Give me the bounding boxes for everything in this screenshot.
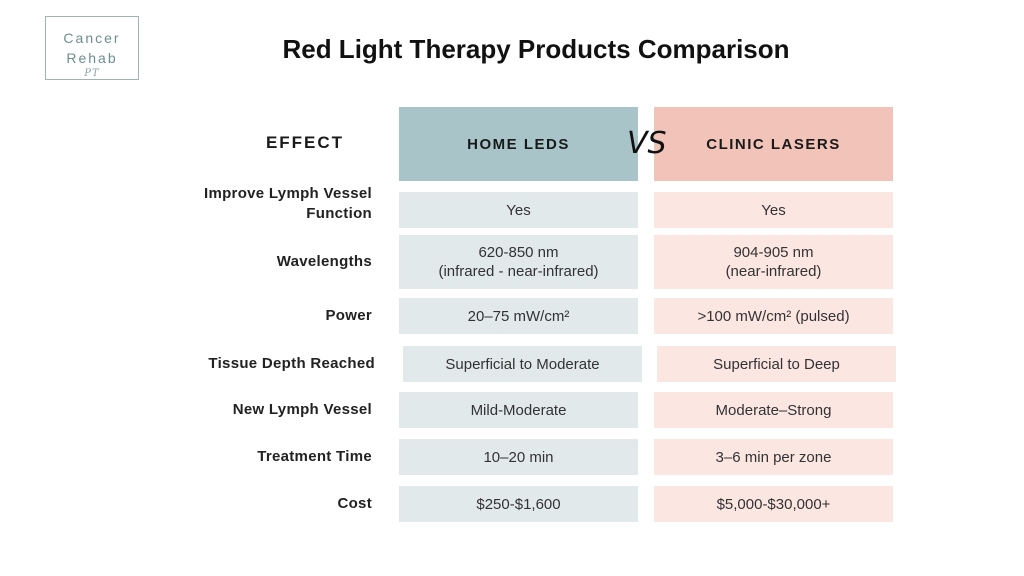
cell-clinic-wavelengths-line2: (near-infrared)	[725, 263, 822, 280]
cell-home-cost: $250-$1,600	[399, 486, 638, 522]
row-label-wavelengths: Wavelengths	[276, 253, 372, 270]
header-effect: EFFECT	[265, 133, 345, 152]
header-clinic-lasers: CLINIC LASERS	[654, 107, 893, 181]
logo-line-1: Cancer	[63, 30, 121, 46]
cell-home-lymph-function: Yes	[399, 192, 638, 228]
row-label-lymph-function: Improve Lymph Vessel Function	[152, 181, 372, 227]
cell-clinic-power: >100 mW/cm² (pulsed)	[654, 298, 893, 334]
logo-line-2: Rehab	[66, 50, 118, 66]
cell-clinic-cost: $5,000-$30,000+	[654, 486, 893, 522]
cell-clinic-wavelengths: 904-905 nm (near-infrared)	[654, 235, 893, 289]
cell-home-wavelengths: 620-850 nm (infrared - near-infrared)	[399, 235, 638, 289]
cell-home-treatment-time: 10–20 min	[399, 439, 638, 475]
row-label-treatment-time: Treatment Time	[257, 448, 372, 465]
logo-signature: PT	[84, 68, 100, 79]
cell-clinic-lymph-function: Yes	[654, 192, 893, 228]
row-label-cost: Cost	[337, 495, 372, 512]
cell-home-tissue-depth: Superficial to Moderate	[403, 346, 642, 382]
page-title: Red Light Therapy Products Comparison	[282, 34, 790, 64]
cell-clinic-treatment-time: 3–6 min per zone	[654, 439, 893, 475]
cell-clinic-new-lymph-vessel: Moderate–Strong	[654, 392, 893, 428]
cell-home-new-lymph-vessel: Mild-Moderate	[399, 392, 638, 428]
header-home-leds: HOME LEDS	[399, 107, 638, 181]
row-label-tissue-depth: Tissue Depth Reached	[208, 355, 375, 372]
cell-home-wavelengths-line1: 620-850 nm	[478, 244, 559, 261]
header-clinic-lasers-label: CLINIC LASERS	[706, 135, 841, 153]
vs-label: VS	[627, 126, 667, 161]
cell-home-power: 20–75 mW/cm²	[399, 298, 638, 334]
header-home-leds-label: HOME LEDS	[467, 135, 570, 153]
cell-clinic-wavelengths-line1: 904-905 nm	[733, 244, 814, 261]
row-label-text: Improve Lymph Vessel Function	[203, 185, 372, 222]
logo: Cancer Rehab PT	[45, 16, 139, 80]
row-label-new-lymph-vessel: New Lymph Vessel	[232, 401, 372, 418]
cell-home-wavelengths-line2: (infrared - near-infrared)	[438, 263, 599, 280]
cell-clinic-tissue-depth: Superficial to Deep	[657, 346, 896, 382]
row-label-power: Power	[325, 307, 372, 324]
